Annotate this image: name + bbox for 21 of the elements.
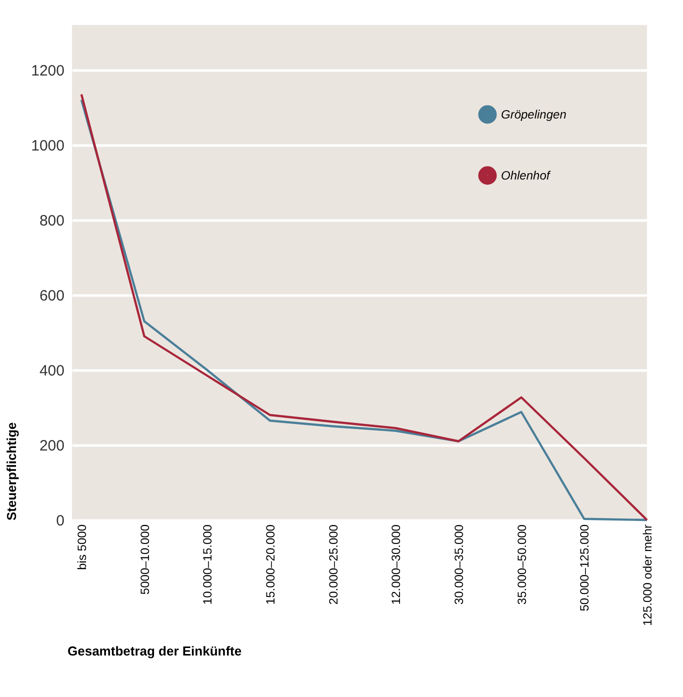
y-axis-title: Steuerpflichtige [4, 422, 20, 520]
x-tick-label: 12.000–30.000 [389, 524, 404, 605]
legend-label: Ohlenhof [501, 168, 552, 182]
x-axis-title: Gesamtbetrag der Einkünfte [68, 644, 242, 658]
legend-label: Gröpelingen [501, 108, 567, 122]
y-tick-label: 1000 [31, 138, 64, 154]
x-tick-label: 10.000–15.000 [200, 524, 215, 605]
x-tick-label: 30.000–35.000 [452, 524, 466, 605]
x-tick-label: 15.000–20.000 [263, 524, 278, 605]
x-tick-label: 35.000–50.000 [514, 524, 529, 605]
y-tick-label: 0 [56, 512, 64, 530]
x-tick-label: bis 5000 [74, 524, 89, 570]
x-tick-label: 20.000–25.000 [326, 524, 340, 605]
y-tick-label: 400 [39, 362, 64, 380]
y-tick-label: 600 [39, 288, 64, 304]
y-tick-label: 800 [39, 212, 64, 230]
x-tick-label: 50.000–125.000 [578, 524, 592, 612]
y-tick-label: 1200 [31, 62, 64, 80]
x-tick-label: 5000–10.000 [138, 524, 152, 595]
y-tick-label: 200 [39, 438, 64, 454]
x-tick-label: 125.000 oder mehr [640, 524, 654, 626]
